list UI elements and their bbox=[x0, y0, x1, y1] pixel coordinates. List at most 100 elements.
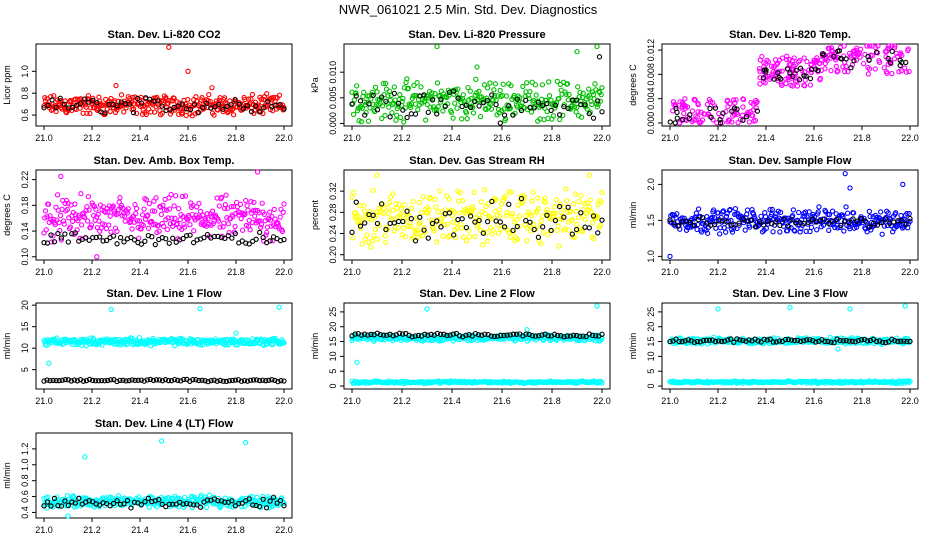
data-point-green bbox=[393, 117, 399, 123]
data-point-black bbox=[567, 333, 574, 339]
data-point-cyan bbox=[46, 360, 52, 366]
data-point-yellow bbox=[375, 236, 381, 242]
data-point-yellow bbox=[466, 227, 472, 233]
data-point-yellow bbox=[540, 229, 546, 236]
data-point-magenta bbox=[865, 71, 871, 77]
data-point-black bbox=[214, 378, 220, 384]
data-point-black bbox=[269, 377, 275, 383]
y-tick-label: 5 bbox=[646, 369, 656, 374]
plot-title-4: Stan. Dev. Amb. Box Temp. bbox=[94, 155, 235, 167]
data-point-black bbox=[190, 502, 197, 508]
data-point-black bbox=[813, 339, 819, 345]
data-point-magenta bbox=[114, 228, 120, 235]
data-point-black bbox=[86, 376, 93, 383]
data-point-green bbox=[354, 83, 360, 89]
data-point-magenta bbox=[691, 117, 698, 123]
x-tick-label: 21.6 bbox=[179, 525, 197, 535]
data-point-black bbox=[391, 90, 398, 97]
data-point-magenta bbox=[867, 43, 873, 49]
data-point-blue bbox=[832, 224, 838, 231]
data-point-blue bbox=[867, 213, 873, 220]
data-point-black bbox=[582, 102, 588, 108]
data-point-yellow bbox=[426, 207, 432, 213]
data-point-green bbox=[524, 80, 530, 86]
y-axis-label-8: ml/min bbox=[310, 333, 320, 360]
y-axis-label-3: degrees C bbox=[628, 64, 638, 106]
data-point-black bbox=[676, 338, 682, 345]
data-point-magenta bbox=[864, 43, 870, 49]
data-point-black bbox=[862, 218, 868, 224]
data-point-black bbox=[883, 339, 889, 346]
data-point-black bbox=[748, 217, 755, 223]
data-point-magenta bbox=[91, 213, 97, 219]
data-point-yellow bbox=[433, 239, 440, 245]
data-point-red bbox=[100, 102, 107, 108]
data-point-black bbox=[199, 105, 206, 111]
data-point-magenta bbox=[57, 212, 64, 219]
data-point-blue bbox=[906, 211, 912, 217]
data-point-green bbox=[385, 93, 391, 99]
data-point-magenta bbox=[680, 102, 686, 109]
data-point-magenta bbox=[791, 55, 797, 61]
data-point-yellow bbox=[555, 223, 561, 229]
data-point-magenta bbox=[158, 211, 165, 218]
data-point-black bbox=[667, 119, 673, 125]
data-point-black bbox=[586, 111, 592, 117]
data-point-cyan bbox=[242, 439, 249, 446]
data-point-magenta bbox=[181, 221, 187, 228]
y-tick-label: 1.2 bbox=[20, 443, 30, 456]
data-point-red bbox=[230, 112, 237, 118]
data-point-black bbox=[858, 337, 865, 343]
x-tick-label: 21.0 bbox=[343, 133, 361, 143]
data-point-black bbox=[852, 339, 858, 345]
data-point-black bbox=[497, 120, 503, 126]
data-point-black bbox=[365, 332, 371, 338]
data-point-black bbox=[694, 338, 700, 345]
y-tick-label: 10 bbox=[646, 351, 656, 361]
data-point-green bbox=[574, 49, 580, 55]
data-point-magenta bbox=[210, 220, 216, 227]
data-point-green bbox=[365, 118, 372, 124]
data-point-black bbox=[809, 216, 816, 223]
data-point-cyan bbox=[902, 303, 908, 309]
data-point-blue bbox=[835, 225, 841, 231]
data-point-black bbox=[539, 332, 545, 338]
data-point-yellow bbox=[431, 228, 437, 234]
data-point-black bbox=[472, 330, 479, 337]
data-point-black bbox=[565, 204, 571, 210]
data-point-black bbox=[408, 215, 414, 222]
data-point-black bbox=[531, 226, 537, 233]
data-point-green bbox=[520, 83, 526, 90]
data-point-black bbox=[281, 236, 287, 243]
data-point-blue bbox=[850, 210, 857, 216]
data-point-magenta bbox=[670, 108, 676, 114]
data-point-black bbox=[805, 219, 811, 225]
data-point-black bbox=[831, 340, 837, 346]
x-tick-label: 21.2 bbox=[83, 396, 101, 406]
data-point-green bbox=[566, 91, 572, 98]
data-point-black bbox=[142, 499, 148, 505]
data-point-yellow bbox=[380, 210, 386, 216]
data-point-yellow bbox=[553, 197, 560, 203]
x-tick-label: 21.2 bbox=[83, 133, 101, 143]
data-point-cyan-low bbox=[599, 380, 605, 386]
data-point-green bbox=[382, 112, 388, 119]
data-point-black bbox=[53, 377, 59, 384]
data-point-green bbox=[594, 43, 600, 50]
data-point-yellow bbox=[459, 197, 466, 204]
data-point-green bbox=[359, 105, 365, 111]
x-tick-label: 21.2 bbox=[83, 267, 101, 277]
data-point-blue bbox=[843, 204, 849, 210]
data-point-black bbox=[770, 339, 776, 345]
data-point-black bbox=[484, 219, 491, 225]
data-point-yellow bbox=[545, 231, 551, 238]
y-tick-label: 0.4 bbox=[20, 506, 30, 519]
data-point-black bbox=[352, 331, 358, 337]
data-point-black bbox=[764, 218, 771, 224]
data-point-green bbox=[571, 104, 578, 110]
data-point-black bbox=[199, 377, 205, 383]
data-point-black bbox=[243, 240, 249, 246]
data-point-magenta bbox=[108, 229, 114, 235]
data-point-blue bbox=[777, 229, 783, 235]
data-point-green bbox=[358, 118, 365, 125]
